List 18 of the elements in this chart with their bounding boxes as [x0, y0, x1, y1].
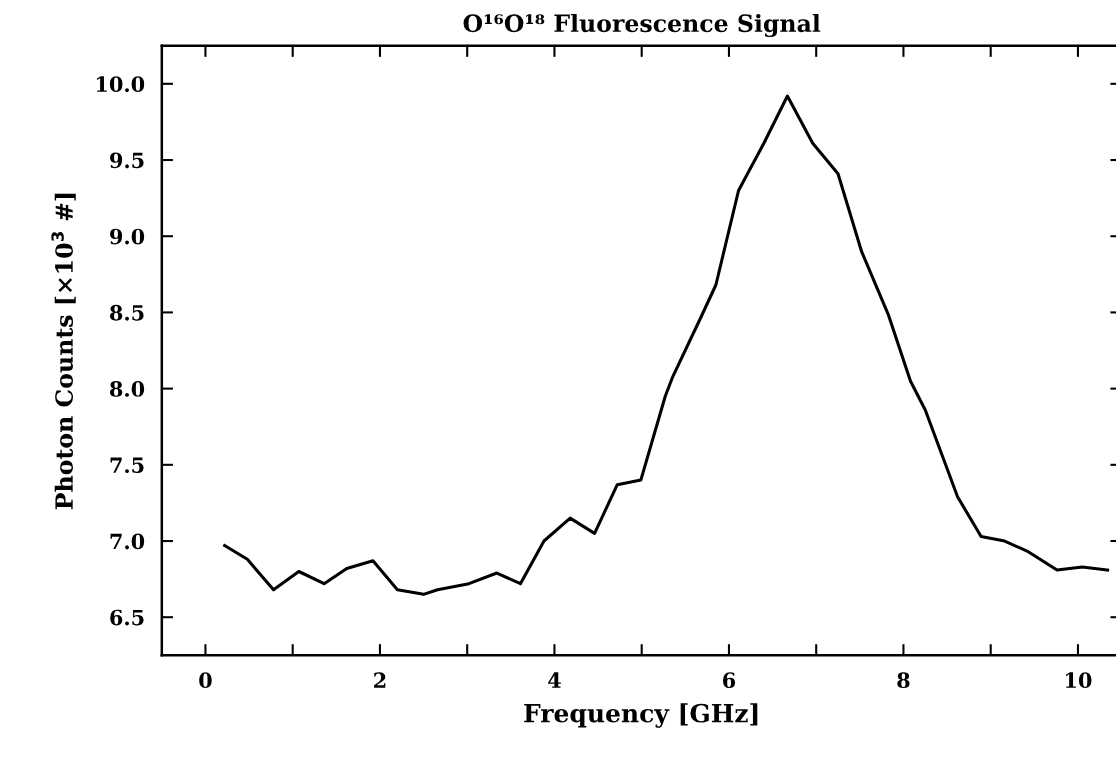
chart-title: O¹⁶O¹⁸ Fluorescence Signal [463, 13, 821, 38]
y-tick-label: 7.5 [110, 457, 144, 474]
y-tick-label: 9.0 [110, 228, 145, 245]
y-tick-label: 9.5 [110, 152, 144, 169]
y-tick-label: 8.5 [109, 304, 144, 321]
y-tick-label: 7.0 [110, 533, 145, 550]
y-tick-label: 8.0 [109, 381, 145, 397]
x-tick-label: 2 [374, 672, 386, 688]
y-tick-label: 10.0 [96, 76, 145, 93]
y-axis-title: Photon Counts [×10$^{3}$ #] [51, 193, 76, 510]
y-tick-label: 6.5 [110, 609, 144, 626]
x-tick-label: 4 [548, 672, 561, 688]
line-series [223, 94, 1110, 596]
x-tick-label: 6 [723, 672, 736, 689]
x-tick-label: 8 [897, 672, 910, 689]
x-tick-label: 10 [1066, 672, 1092, 689]
x-axis-title: Frequency [GHz] [524, 703, 758, 728]
x-tick-label: 0 [199, 672, 212, 689]
